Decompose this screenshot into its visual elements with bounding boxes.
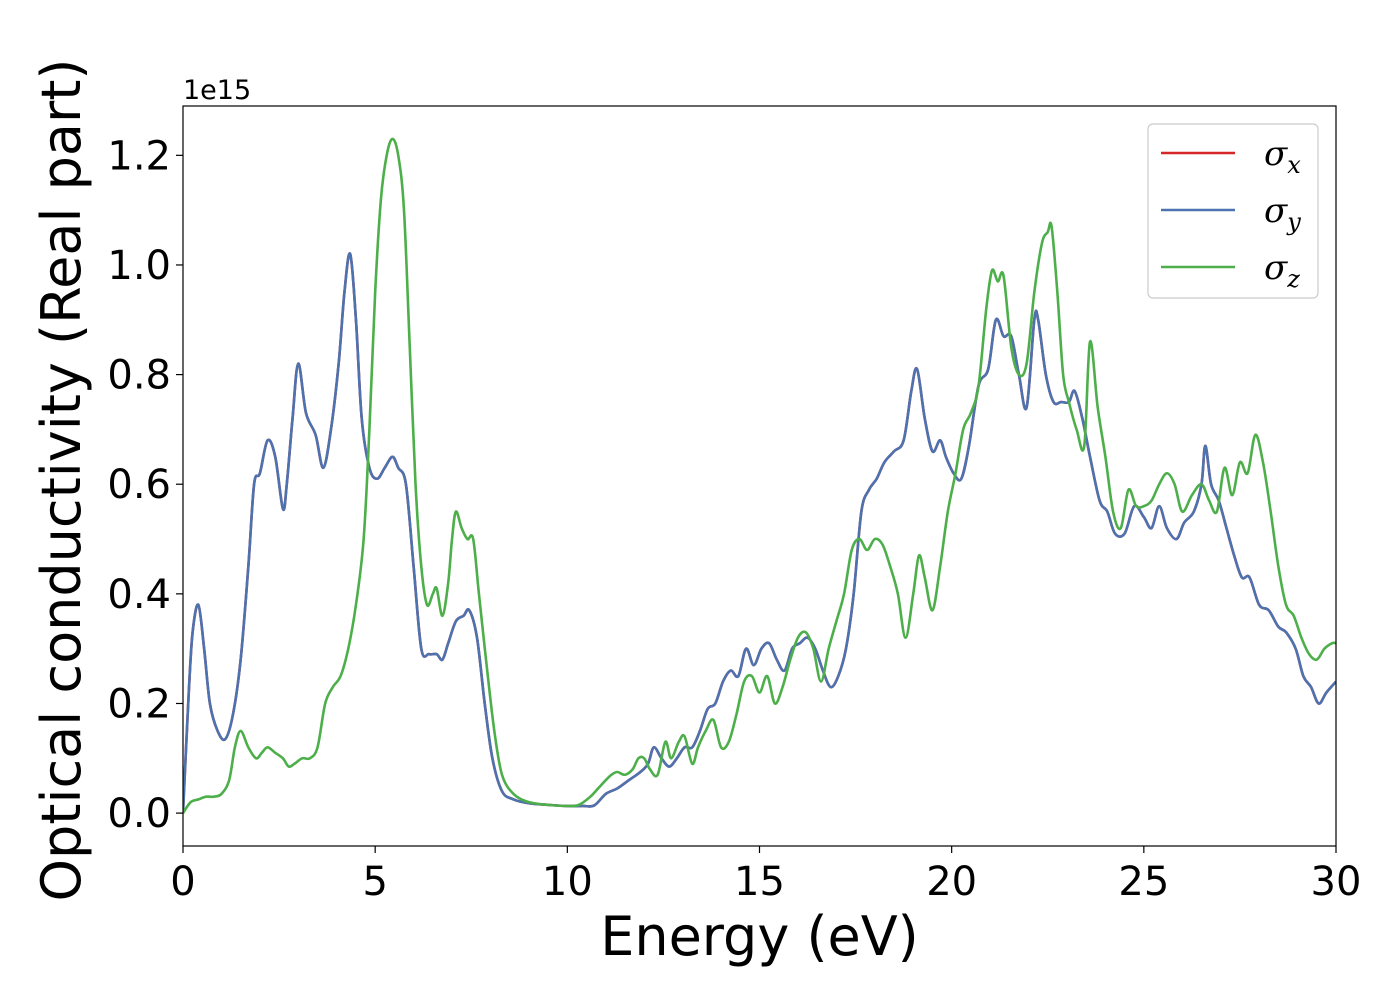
- x-axis-label: Energy (eV): [600, 905, 919, 968]
- x-tick-label: 0: [170, 859, 195, 905]
- y-tick-label: 1.0: [107, 243, 171, 289]
- x-axis-ticks: 0 5 10 15 20 25 30: [170, 846, 1361, 905]
- legend-label-z: σz: [1264, 248, 1300, 293]
- y-tick-label: 0.2: [107, 681, 171, 727]
- y-axis-offset-label: 1e15: [183, 75, 251, 106]
- x-tick-label: 15: [734, 859, 785, 905]
- y-tick-label: 1.2: [107, 133, 171, 179]
- series-line-y: [183, 252, 1336, 814]
- series-line-z: [183, 137, 1336, 814]
- y-tick-label: 0.4: [107, 572, 171, 618]
- y-tick-label: 0.8: [107, 353, 171, 399]
- x-tick-label: 20: [926, 859, 977, 905]
- y-tick-label: 0.6: [107, 462, 171, 508]
- plot-area: [183, 137, 1336, 814]
- x-tick-label: 25: [1118, 859, 1169, 905]
- x-tick-label: 10: [542, 859, 593, 905]
- y-tick-label: 0.0: [107, 791, 171, 837]
- x-tick-label: 30: [1311, 859, 1362, 905]
- y-axis-ticks: 0.0 0.2 0.4 0.6 0.8 1.0 1.2: [107, 133, 183, 837]
- y-axis-label: Optical conductivity (Real part): [30, 59, 93, 902]
- x-tick-label: 5: [362, 859, 387, 905]
